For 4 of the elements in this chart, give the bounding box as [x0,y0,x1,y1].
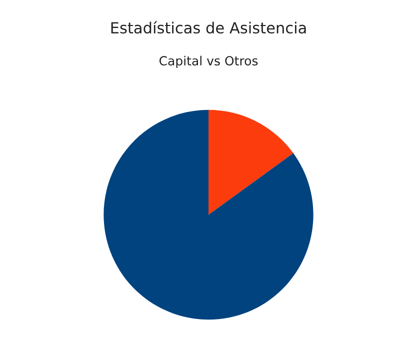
chart-title: Estadísticas de Asistencia [111,21,306,34]
pie-slice [208,110,294,215]
chart-subtitle: Capital vs Otros [159,56,258,68]
pie-slice [104,110,314,320]
